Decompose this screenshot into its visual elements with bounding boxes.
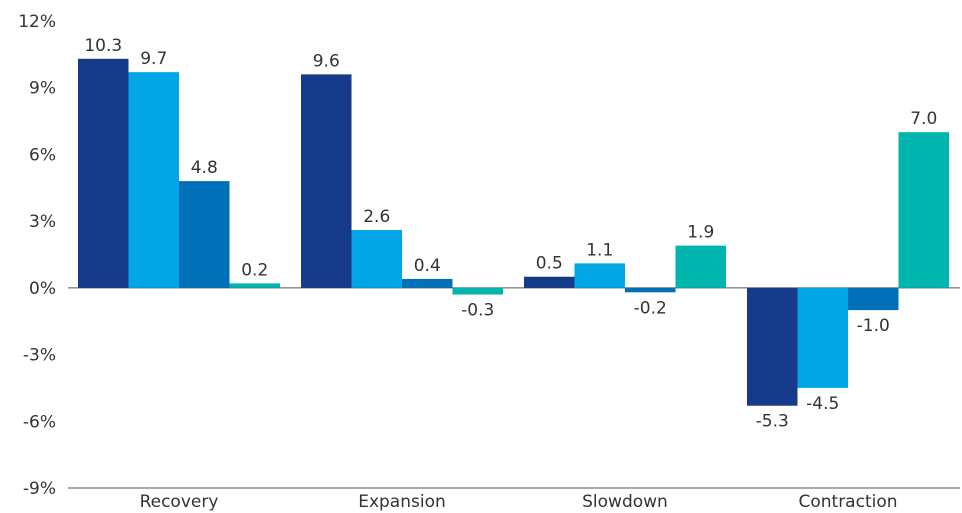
data-label: 0.2	[241, 260, 268, 280]
data-label: 10.3	[84, 36, 122, 56]
category-label: Slowdown	[582, 492, 668, 512]
bar	[675, 245, 726, 288]
data-label: -0.3	[461, 301, 494, 321]
y-tick-label: -6%	[23, 412, 56, 432]
category-label: Recovery	[140, 492, 219, 512]
bar	[574, 263, 625, 288]
bar	[524, 276, 575, 288]
data-label: 9.7	[140, 49, 167, 69]
bar	[78, 58, 129, 288]
bar	[128, 72, 179, 288]
bar	[747, 287, 798, 406]
bar	[898, 132, 949, 288]
bars	[78, 58, 949, 406]
y-tick-label: 9%	[29, 79, 56, 99]
data-label: 7.0	[910, 109, 937, 129]
y-axis: 12% 9% 6% 3% 0% -3% -6% -9%	[18, 12, 56, 499]
data-label: 0.4	[414, 256, 441, 276]
bar	[351, 230, 402, 288]
data-label: -1.0	[857, 316, 890, 336]
data-label: -4.5	[806, 394, 839, 414]
data-labels: 10.3 9.7 4.8 0.2 9.6 2.6 0.4 -0.3 0.5 1.1 -0.2 1.9 -…	[84, 36, 937, 432]
bar	[848, 287, 899, 311]
bar	[452, 287, 503, 295]
bar	[301, 74, 352, 288]
x-axis: Recovery Expansion Slowdown Contraction	[140, 492, 898, 512]
y-tick-label: -9%	[23, 479, 56, 499]
data-label: -0.2	[634, 298, 667, 318]
category-label: Contraction	[798, 492, 897, 512]
bar	[402, 278, 453, 288]
bar	[625, 287, 676, 293]
y-tick-label: -3%	[23, 346, 56, 366]
y-tick-label: 0%	[29, 279, 56, 299]
data-label: 0.5	[536, 254, 563, 274]
data-label: -5.3	[756, 412, 789, 432]
data-label: 1.1	[586, 240, 613, 260]
category-label: Expansion	[358, 492, 446, 512]
y-tick-label: 6%	[29, 145, 56, 165]
data-label: 2.6	[363, 207, 390, 227]
y-tick-label: 12%	[18, 12, 56, 32]
data-label: 9.6	[313, 51, 340, 71]
data-label: 4.8	[191, 158, 218, 178]
bar	[179, 181, 230, 288]
bar	[797, 287, 848, 388]
y-tick-label: 3%	[29, 212, 56, 232]
bar	[229, 283, 280, 288]
data-label: 1.9	[687, 223, 714, 243]
